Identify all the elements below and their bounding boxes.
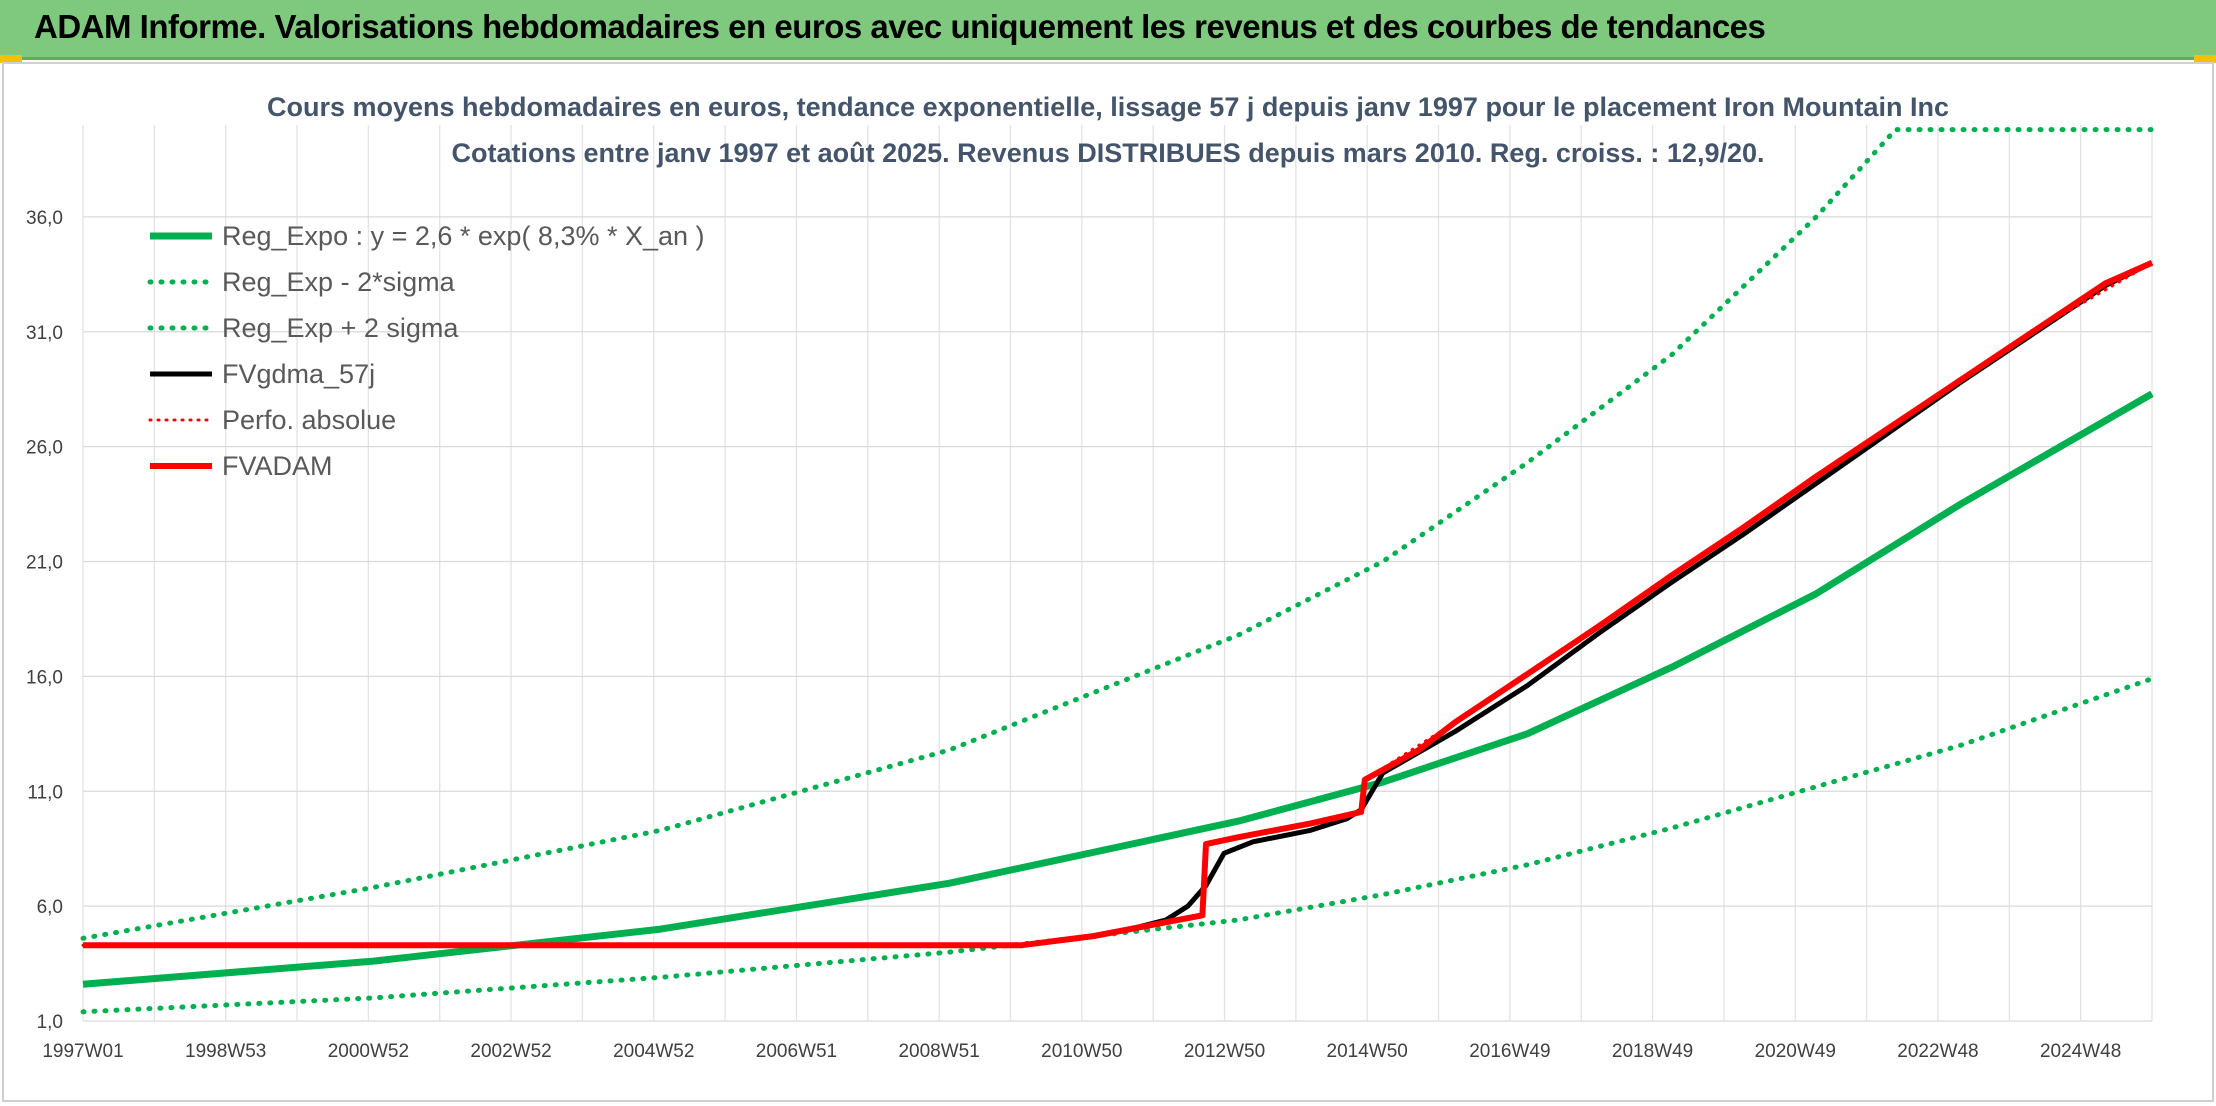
legend-label-5: FVADAM: [222, 451, 333, 481]
x-tick-label: 2006W51: [756, 1041, 837, 1062]
chart-frame: [2, 62, 2214, 1102]
header-bar: ADAM Informe. Valorisations hebdomadaire…: [0, 0, 2216, 60]
chart-subtitle: Cotations entre janv 1997 et août 2025. …: [451, 138, 1765, 168]
y-tick-label: 36,0: [26, 208, 63, 229]
series-line-5: [83, 260, 2154, 949]
legend-label-3: FVgdma_57j: [222, 359, 375, 389]
x-tick-label: 2004W52: [613, 1041, 694, 1062]
corner-mark-right: [2194, 55, 2216, 63]
x-tick-label: 2012W50: [1184, 1041, 1265, 1062]
y-tick-label: 11,0: [27, 782, 63, 803]
x-tick-label: 1998W53: [185, 1041, 266, 1062]
x-tick-label: 2018W49: [1612, 1041, 1693, 1062]
x-tick-label: 2016W49: [1469, 1041, 1550, 1062]
corner-mark-left: [0, 55, 22, 63]
x-tick-label: 2008W51: [898, 1041, 979, 1062]
series-line-3: [83, 260, 2154, 948]
legend-label-0: Reg_Expo : y = 2,6 * exp( 8,3% * X_an ): [222, 221, 705, 251]
x-tick-label: 2020W49: [1755, 1041, 1836, 1062]
x-tick-label: 2000W52: [328, 1041, 409, 1062]
chart-title: Cours moyens hebdomadaires en euros, ten…: [267, 92, 1949, 122]
y-tick-label: 26,0: [26, 438, 63, 459]
y-tick-label: 21,0: [26, 553, 63, 574]
x-tick-label: 2010W50: [1041, 1041, 1122, 1062]
y-tick-label: 1,0: [37, 1012, 63, 1033]
x-tick-label: 2024W48: [2040, 1041, 2121, 1062]
legend-label-2: Reg_Exp + 2 sigma: [222, 313, 459, 343]
x-tick-label: 2002W52: [470, 1041, 551, 1062]
header-title: ADAM Informe. Valorisations hebdomadaire…: [34, 8, 1766, 45]
series-line-4: [81, 261, 2154, 947]
y-tick-label: 6,0: [37, 897, 63, 918]
legend-label-4: Perfo. absolue: [222, 405, 396, 435]
legend-label-1: Reg_Exp - 2*sigma: [222, 267, 456, 297]
x-tick-label: 2014W50: [1327, 1041, 1408, 1062]
series-line-0: [82, 390, 2154, 988]
x-tick-label: 1997W01: [42, 1041, 123, 1062]
y-tick-label: 16,0: [26, 667, 63, 688]
y-tick-label: 31,0: [26, 323, 63, 344]
x-tick-label: 2022W48: [1897, 1041, 1978, 1062]
series-line-1: [80, 676, 2155, 1015]
